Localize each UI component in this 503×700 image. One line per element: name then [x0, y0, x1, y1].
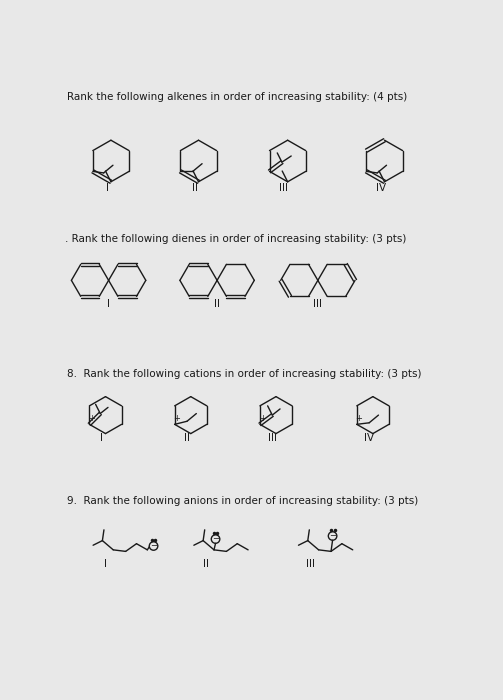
- Text: Rank the following alkenes in order of increasing stability: (4 pts): Rank the following alkenes in order of i…: [67, 92, 407, 102]
- Text: III: III: [306, 559, 315, 569]
- Text: II: II: [184, 433, 190, 443]
- Text: III: III: [313, 298, 322, 309]
- Text: +: +: [356, 414, 363, 423]
- Text: 9.  Rank the following anions in order of increasing stability: (3 pts): 9. Rank the following anions in order of…: [67, 496, 418, 506]
- Text: +: +: [259, 414, 266, 423]
- Text: 8.  Rank the following cations in order of increasing stability: (3 pts): 8. Rank the following cations in order o…: [67, 369, 421, 379]
- Text: II: II: [192, 183, 198, 193]
- Text: III: III: [279, 183, 288, 193]
- Text: +: +: [89, 414, 95, 423]
- Text: I: I: [100, 433, 103, 443]
- Text: I: I: [106, 183, 109, 193]
- Text: −: −: [150, 542, 157, 550]
- Text: . Rank the following dienes in order of increasing stability: (3 pts): . Rank the following dienes in order of …: [65, 234, 406, 244]
- Text: IV: IV: [376, 183, 386, 193]
- Text: III: III: [268, 433, 277, 443]
- Text: −: −: [212, 535, 219, 544]
- Text: IV: IV: [364, 433, 374, 443]
- Text: −: −: [329, 531, 336, 540]
- Text: I: I: [107, 298, 110, 309]
- Text: +: +: [174, 414, 181, 423]
- Text: II: II: [203, 559, 209, 569]
- Text: II: II: [214, 298, 220, 309]
- Text: I: I: [104, 559, 107, 569]
